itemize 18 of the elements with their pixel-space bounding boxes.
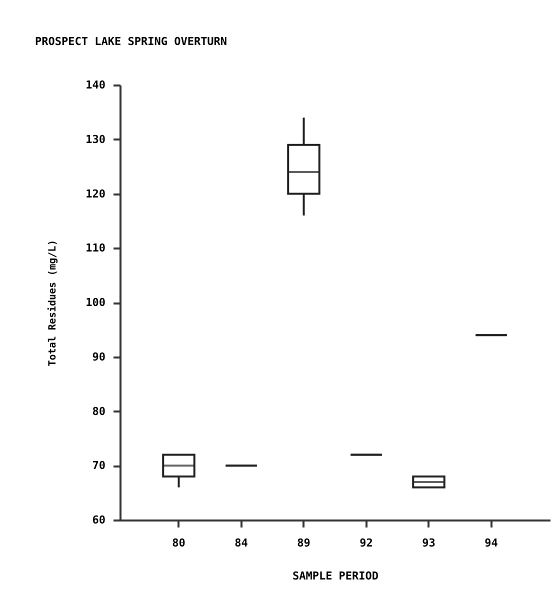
x-axis-title: SAMPLE PERIOD xyxy=(292,570,379,582)
y-tick-label: 90 xyxy=(92,350,106,364)
y-tick-label: 120 xyxy=(86,187,106,200)
x-tick-label: 94 xyxy=(484,536,498,550)
chart-title: PROSPECT LAKE SPRING OVERTURN xyxy=(35,35,228,48)
y-tick-label: 100 xyxy=(86,296,106,309)
y-tick-label: 80 xyxy=(92,404,106,418)
x-tick-label: 89 xyxy=(297,536,310,550)
y-tick-label: 60 xyxy=(92,514,106,526)
y-tick-label: 110 xyxy=(86,242,106,255)
y-tick-label: 130 xyxy=(86,132,106,146)
y-tick-label: 70 xyxy=(92,459,106,472)
x-tick-label: 93 xyxy=(422,536,436,550)
y-axis-title: Total Residues (mg/L) xyxy=(46,240,59,366)
x-tick-label: 84 xyxy=(234,536,248,550)
x-tick-label: 92 xyxy=(360,536,373,550)
y-tick-label: 140 xyxy=(86,78,106,92)
x-tick-label: 80 xyxy=(172,536,186,550)
